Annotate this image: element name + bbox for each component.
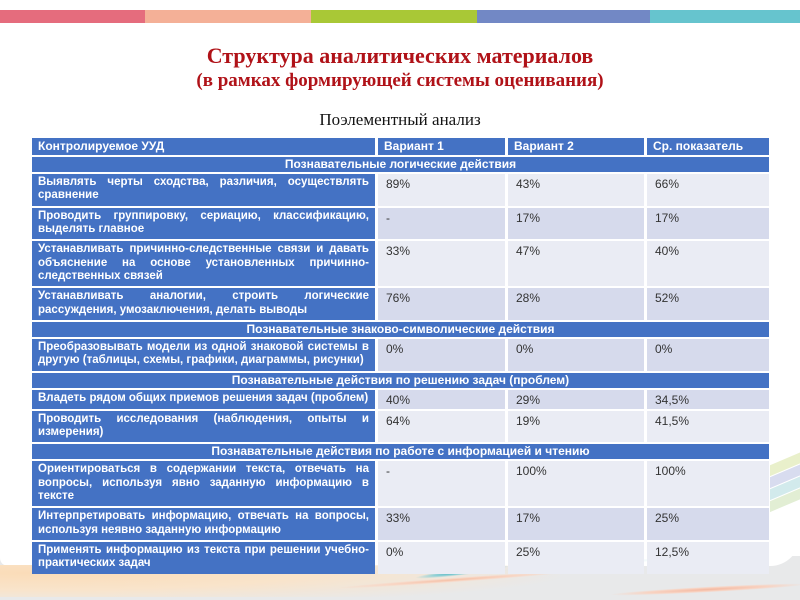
variant1-cell: - [378,207,505,240]
uud-cell: Выявлять черты сходства, различия, осуще… [32,174,375,206]
variant1-cell: - [378,461,505,507]
top-accent-bar [0,10,800,23]
variant2-cell: 19% [508,410,644,443]
variant2-cell: 100% [508,461,644,507]
variant2-cell: 17% [508,508,644,540]
section-label: Познавательные знаково-символические дей… [32,321,769,337]
variant2-cell: 47% [508,241,644,287]
section-row: Познавательные логические действия [32,157,769,172]
uud-cell: Преобразовывать модели из одной знаковой… [32,338,375,371]
slide-subtitle: Поэлементный анализ [319,110,481,129]
slide-title-line1: Структура аналитических материалов [206,43,594,68]
variant2-cell: 29% [508,389,644,409]
table-row: Проводить исследования (наблюдения, опыт… [32,410,769,443]
section-row: Познавательные знаково-символические дей… [32,321,769,337]
uud-cell: Проводить исследования (наблюдения, опыт… [32,410,375,443]
table-row: Преобразовывать модели из одной знаковой… [32,338,769,371]
table-row: Устанавливать аналогии, строить логическ… [32,288,769,320]
variant1-cell: 89% [378,174,505,206]
average-cell: 100% [647,461,769,507]
variant2-cell: 43% [508,174,644,206]
average-cell: 66% [647,174,769,206]
section-label: Познавательные действия по решению задач… [32,372,769,388]
uud-cell: Применять информацию из текста при решен… [32,541,375,574]
uud-cell: Устанавливать причинно-следственные связ… [32,241,375,287]
analysis-table: Контролируемое УУД Вариант 1 Вариант 2 С… [29,136,772,576]
column-header-average: Ср. показатель [647,138,769,155]
uud-cell: Интерпретировать информацию, отвечать на… [32,508,375,540]
section-label: Познавательные действия по работе с инфо… [32,444,769,460]
variant2-cell: 25% [508,541,644,574]
accent-segment-blue [477,10,650,23]
variant2-cell: 0% [508,338,644,371]
variant1-cell: 0% [378,338,505,371]
variant1-cell: 64% [378,410,505,443]
table-row: Применять информацию из текста при решен… [32,541,769,574]
accent-segment-peach [145,10,311,23]
uud-cell: Владеть рядом общих приемов решения зада… [32,389,375,409]
variant1-cell: 33% [378,241,505,287]
uud-cell: Проводить группировку, сериацию, классиф… [32,207,375,240]
table-header-row: Контролируемое УУД Вариант 1 Вариант 2 С… [32,138,769,155]
section-row: Познавательные действия по решению задач… [32,372,769,388]
average-cell: 52% [647,288,769,320]
uud-cell: Ориентироваться в содержании текста, отв… [32,461,375,507]
average-cell: 12,5% [647,541,769,574]
average-cell: 41,5% [647,410,769,443]
variant1-cell: 33% [378,508,505,540]
table-row: Ориентироваться в содержании текста, отв… [32,461,769,507]
right-edge-stripes-decoration [770,448,800,533]
accent-segment-rose [0,10,145,23]
section-row: Познавательные действия по работе с инфо… [32,444,769,460]
average-cell: 40% [647,241,769,287]
average-cell: 17% [647,207,769,240]
variant1-cell: 0% [378,541,505,574]
average-cell: 0% [647,338,769,371]
variant2-cell: 28% [508,288,644,320]
variant1-cell: 40% [378,389,505,409]
variant2-cell: 17% [508,207,644,240]
table-row: Выявлять черты сходства, различия, осуще… [32,174,769,206]
section-label: Познавательные логические действия [32,157,769,172]
accent-segment-teal [650,10,800,23]
uud-cell: Устанавливать аналогии, строить логическ… [32,288,375,320]
average-cell: 34,5% [647,389,769,409]
variant1-cell: 76% [378,288,505,320]
accent-segment-green [311,10,477,23]
table-row: Владеть рядом общих приемов решения зада… [32,389,769,409]
slide-title: Структура аналитических материалов (в ра… [0,42,800,91]
table-row: Интерпретировать информацию, отвечать на… [32,508,769,540]
table-row: Устанавливать причинно-следственные связ… [32,241,769,287]
column-header-uud: Контролируемое УУД [32,138,375,155]
average-cell: 25% [647,508,769,540]
column-header-variant1: Вариант 1 [378,138,505,155]
table-row: Проводить группировку, сериацию, классиф… [32,207,769,240]
slide-title-line2: (в рамках формирующей системы оценивания… [196,69,604,91]
column-header-variant2: Вариант 2 [508,138,644,155]
